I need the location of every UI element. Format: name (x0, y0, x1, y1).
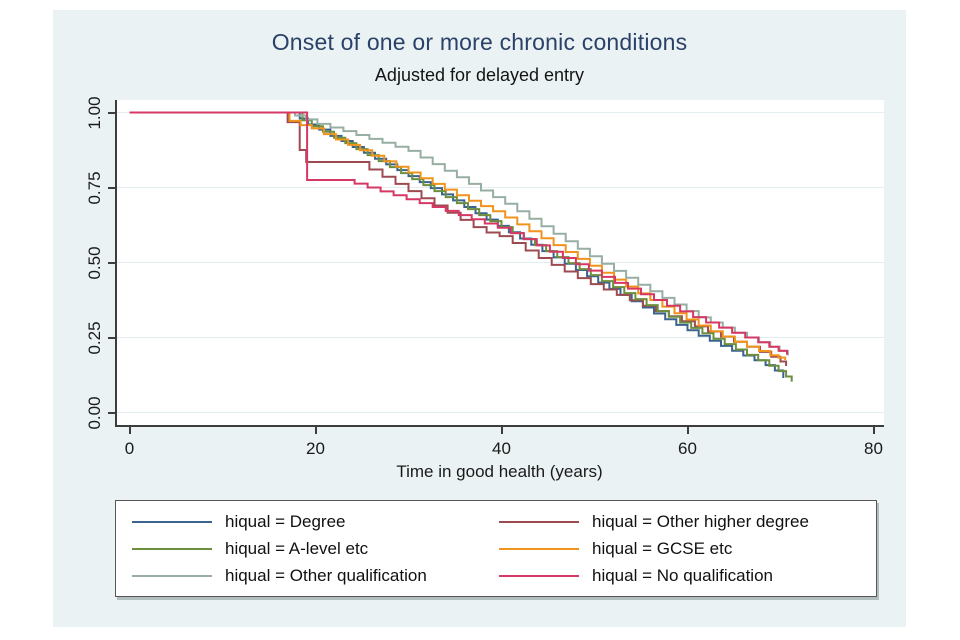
y-tick-label: 0.75 (85, 170, 104, 205)
x-axis-tick (128, 427, 131, 434)
y-tick-label: 1.00 (85, 95, 104, 130)
legend-line-swatch (499, 547, 579, 550)
survival-curve-gcse (129, 111, 787, 360)
x-axis-tick (872, 427, 875, 434)
chart-title: Onset of one or more chronic conditions (271, 29, 688, 55)
legend-item-degree: hiqual = Degree (132, 512, 499, 532)
x-tick-label: 40 (492, 439, 511, 458)
legend-line-swatch (132, 520, 212, 523)
legend-label: hiqual = No qualification (592, 565, 773, 585)
plot-area (115, 100, 884, 427)
y-axis-tick (108, 186, 115, 189)
legend-item-no-qualification: hiqual = No qualification (499, 566, 866, 586)
legend-item-gcse: hiqual = GCSE etc (499, 539, 866, 559)
survival-curve-degree (129, 111, 785, 378)
legend: hiqual = Degree hiqual = Other higher de… (115, 500, 877, 597)
y-axis-tick (108, 111, 115, 114)
y-tick-label: 0.25 (85, 320, 104, 355)
x-axis-tick (686, 427, 689, 434)
legend-item-other-higher-degree: hiqual = Other higher degree (499, 512, 866, 532)
x-tick-label: 60 (678, 439, 697, 458)
survival-curves-svg (117, 111, 884, 413)
y-axis-tick (108, 261, 115, 264)
y-tick-label: 0.00 (85, 395, 104, 430)
legend-line-swatch (499, 574, 579, 577)
graph-canvas: Onset of one or more chronic conditions … (53, 10, 906, 627)
y-axis-tick (108, 336, 115, 339)
legend-label: hiqual = A-level etc (225, 538, 369, 558)
survival-curve-no-qualification (129, 111, 788, 355)
x-tick-label: 20 (306, 439, 325, 458)
survival-curve-other-higher-degree (129, 111, 788, 366)
legend-line-swatch (499, 520, 579, 523)
survival-curve-a-level (129, 111, 793, 382)
x-axis-title: Time in good health (years) (396, 462, 603, 481)
legend-label: hiqual = Other qualification (225, 565, 427, 585)
legend-label: hiqual = Degree (225, 511, 346, 531)
x-axis-tick (314, 427, 317, 434)
x-axis-tick (500, 427, 503, 434)
x-tick-label: 0 (124, 439, 135, 458)
chart-subtitle: Adjusted for delayed entry (374, 65, 585, 85)
legend-line-swatch (132, 547, 212, 550)
x-tick-label: 80 (864, 439, 883, 458)
y-axis-tick (108, 411, 115, 414)
legend-item-other-qualification: hiqual = Other qualification (132, 566, 499, 586)
legend-item-a-level: hiqual = A-level etc (132, 539, 499, 559)
y-tick-label: 0.50 (85, 245, 104, 280)
legend-label: hiqual = GCSE etc (592, 538, 733, 558)
legend-label: hiqual = Other higher degree (592, 511, 809, 531)
legend-line-swatch (132, 574, 212, 577)
